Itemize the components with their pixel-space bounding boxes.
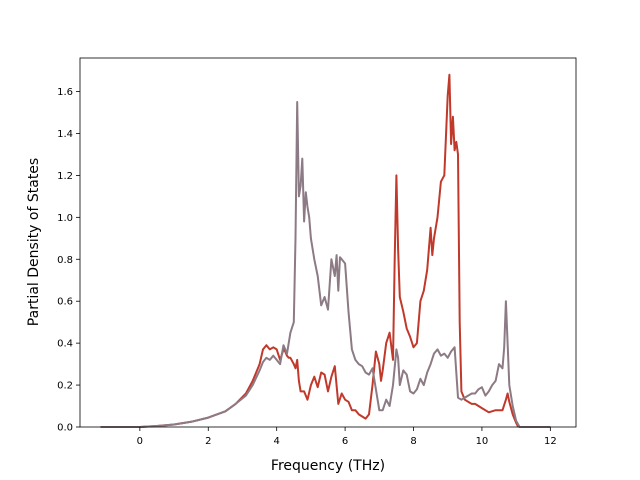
x-tick-label: 8 xyxy=(410,436,416,447)
x-tick-label: 12 xyxy=(544,436,557,447)
plot-area xyxy=(100,73,551,428)
y-tick-label: 0.4 xyxy=(57,339,73,350)
y-tick-label: 0.0 xyxy=(57,423,73,434)
y-tick-label: 0.8 xyxy=(57,255,73,266)
y-tick-label: 1.2 xyxy=(57,171,73,182)
x-tick-label: 0 xyxy=(137,436,143,447)
x-axis-ticks: 0 2 4 6 8 10 12 xyxy=(137,427,557,447)
y-tick-label: 0.2 xyxy=(57,381,73,392)
y-axis-label: Partial Density of States xyxy=(26,158,42,326)
y-tick-label: 1.0 xyxy=(57,213,73,224)
x-tick-label: 10 xyxy=(476,436,489,447)
x-tick-label: 2 xyxy=(205,436,211,447)
x-tick-label: 6 xyxy=(342,436,348,447)
axes-frame xyxy=(79,57,577,428)
x-axis-label: Frequency (THz) xyxy=(271,458,385,474)
y-axis-ticks: 0.0 0.2 0.4 0.6 0.8 1.0 1.2 1.4 1.6 xyxy=(57,87,80,434)
series-line-2 xyxy=(100,101,551,428)
y-tick-label: 1.6 xyxy=(57,87,73,98)
y-tick-label: 1.4 xyxy=(57,129,73,140)
x-tick-label: 4 xyxy=(274,436,280,447)
y-tick-label: 0.6 xyxy=(57,297,73,308)
